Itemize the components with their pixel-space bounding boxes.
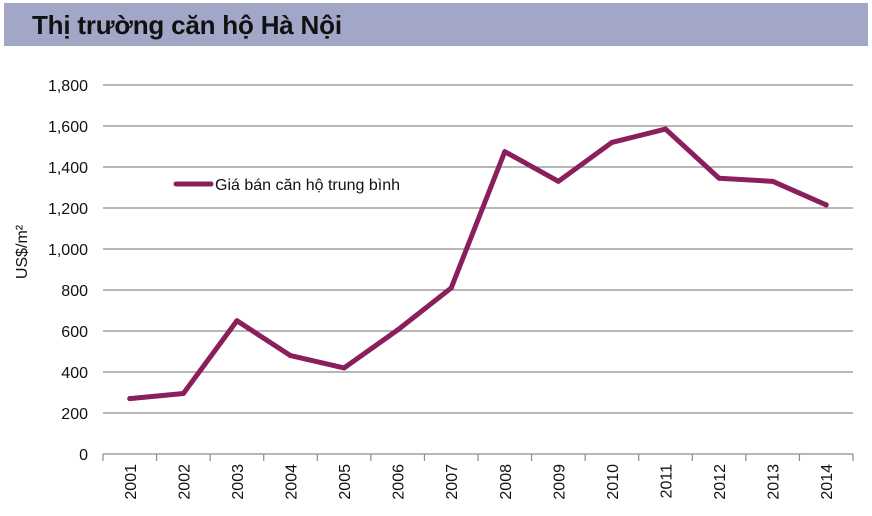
x-tick-label: 2009 xyxy=(551,464,568,500)
data-point xyxy=(395,327,401,333)
legend: Giá bán căn hộ trung bình xyxy=(173,177,400,194)
data-point xyxy=(609,139,615,145)
data-point xyxy=(448,285,454,291)
x-tick-label: 2005 xyxy=(337,464,354,500)
x-tick-label: 2006 xyxy=(391,464,408,500)
gridlines xyxy=(103,84,853,414)
x-tick-label: 2008 xyxy=(498,464,515,500)
y-tick-label: 1,000 xyxy=(48,242,88,259)
y-tick-label: 800 xyxy=(61,283,88,300)
series-line xyxy=(127,126,829,402)
x-tick-label: 2014 xyxy=(819,464,836,500)
x-tick-label: 2003 xyxy=(230,464,247,500)
x-tick-label: 2004 xyxy=(284,464,301,500)
x-tick-label: 2012 xyxy=(712,464,729,500)
data-point xyxy=(823,202,829,208)
data-point xyxy=(127,396,133,402)
x-tick-label: 2002 xyxy=(176,464,193,500)
y-tick-label: 400 xyxy=(61,365,88,382)
y-tick-label: 200 xyxy=(61,406,88,423)
x-tick-label: 2013 xyxy=(766,464,783,500)
page-title: Thị trường căn hộ Hà Nội xyxy=(32,10,342,40)
y-tick-label: 0 xyxy=(79,447,88,464)
y-tick-label: 1,600 xyxy=(48,119,88,136)
data-point xyxy=(663,126,668,132)
y-tick-label: 1,800 xyxy=(48,78,88,95)
data-point xyxy=(716,175,722,181)
y-tick-label: 1,200 xyxy=(48,201,88,218)
data-point xyxy=(770,178,776,184)
series-layer xyxy=(127,126,829,402)
data-point xyxy=(341,365,347,371)
x-tick-label: 2011 xyxy=(659,464,676,499)
y-axis-title: US$/m² xyxy=(14,224,31,279)
x-axis xyxy=(102,453,854,461)
x-tick-label: 2001 xyxy=(123,464,140,500)
x-tick-label: 2007 xyxy=(444,464,461,500)
data-point xyxy=(234,318,240,324)
title-bar: Thị trường căn hộ Hà Nội xyxy=(4,3,868,46)
y-tick-label: 600 xyxy=(61,324,88,341)
y-tick-labels: 0 200 400 600 800 1,000 1,200 1,400 1,600 1,800 xyxy=(48,78,88,464)
data-point xyxy=(502,149,508,155)
data-point xyxy=(288,353,293,359)
x-tick-labels: 2001 2002 2003 2004 2005 2006 2007 2008 2009 2010… xyxy=(123,464,836,500)
data-point xyxy=(555,178,561,184)
y-tick-label: 1,400 xyxy=(48,160,88,177)
data-point xyxy=(180,391,186,397)
legend-label: Giá bán căn hộ trung bình xyxy=(215,177,400,194)
x-tick-label: 2010 xyxy=(605,464,622,500)
